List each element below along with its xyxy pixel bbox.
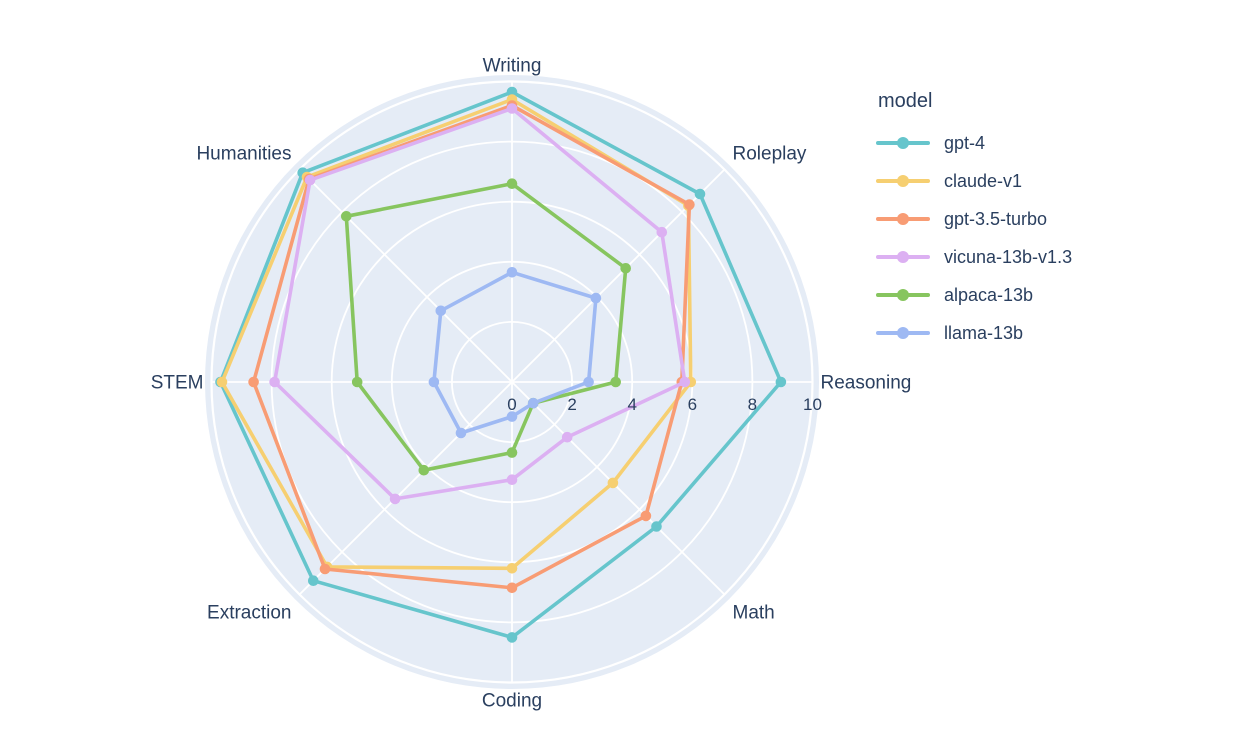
- data-point-gpt-4-writing: [506, 86, 518, 98]
- category-label-humanities: Humanities: [196, 144, 291, 165]
- data-point-claude-v1-stem: [216, 376, 228, 388]
- data-point-gpt-3-5-turbo-coding: [506, 582, 518, 594]
- radial-tick-label-8: 8: [748, 395, 757, 414]
- data-point-vicuna-13b-v1-3-roleplay: [656, 226, 668, 238]
- radial-tick-label-10: 10: [803, 395, 822, 414]
- legend-swatch-icon: [876, 289, 930, 301]
- data-point-gpt-4-math: [651, 521, 662, 532]
- data-point-llama-13b-coding: [506, 411, 518, 422]
- data-point-vicuna-13b-v1-3-coding: [506, 474, 518, 486]
- data-point-alpaca-13b-humanities: [341, 211, 352, 222]
- legend-item-alpaca-13b[interactable]: alpaca-13b: [876, 276, 1072, 314]
- data-point-alpaca-13b-extraction: [418, 464, 430, 476]
- data-point-gpt-4-roleplay: [694, 188, 706, 200]
- legend-dot-icon: [897, 327, 909, 339]
- data-point-gpt-3-5-turbo-stem: [248, 376, 259, 388]
- data-point-gpt-4-coding: [506, 632, 518, 643]
- legend-swatch-icon: [876, 251, 930, 263]
- data-point-llama-13b-writing: [506, 267, 518, 278]
- legend: model gpt-4 claude-v1 gpt-3.5-turbo vicuna-…: [876, 90, 1072, 352]
- legend-item-label: gpt-3.5-turbo: [944, 208, 1048, 229]
- axis-spoke-humanities: [298, 168, 513, 383]
- legend-items: gpt-4 claude-v1 gpt-3.5-turbo vicuna-13b-v1…: [876, 124, 1072, 352]
- data-point-llama-13b-roleplay: [590, 292, 602, 304]
- data-point-vicuna-13b-v1-3-humanities: [304, 174, 316, 186]
- legend-title: model: [878, 90, 933, 112]
- radial-tick-label-0: 0: [507, 395, 516, 414]
- legend-dot-icon: [897, 289, 909, 301]
- data-point-alpaca-13b-coding: [506, 447, 518, 458]
- data-point-llama-13b-humanities: [435, 305, 447, 317]
- legend-dot-icon: [897, 213, 909, 225]
- radial-tick-label-6: 6: [688, 395, 697, 414]
- legend-item-label: claude-v1: [944, 170, 1023, 191]
- data-point-llama-13b-extraction: [455, 427, 467, 439]
- data-point-gpt-3-5-turbo-roleplay: [684, 199, 695, 210]
- data-point-alpaca-13b-reasoning: [610, 376, 621, 388]
- data-point-llama-13b-math: [527, 397, 539, 409]
- data-point-claude-v1-coding: [506, 563, 518, 574]
- axis-spoke-extraction: [298, 381, 513, 596]
- data-point-alpaca-13b-stem: [351, 376, 363, 388]
- legend-item-llama-13b[interactable]: llama-13b: [876, 314, 1072, 352]
- data-point-llama-13b-reasoning: [583, 376, 594, 388]
- legend-item-gpt-4[interactable]: gpt-4: [876, 124, 1072, 162]
- legend-dot-icon: [897, 175, 909, 187]
- legend-item-label: vicuna-13b-v1.3: [944, 246, 1073, 267]
- data-point-alpaca-13b-roleplay: [620, 263, 631, 274]
- data-point-vicuna-13b-v1-3-math: [561, 431, 573, 443]
- legend-dot-icon: [897, 251, 909, 263]
- legend-swatch-icon: [876, 213, 930, 225]
- category-label-roleplay: Roleplay: [733, 144, 807, 165]
- data-point-alpaca-13b-writing: [506, 178, 518, 189]
- category-label-extraction: Extraction: [207, 603, 291, 624]
- data-point-gpt-3-5-turbo-extraction: [319, 563, 331, 575]
- legend-swatch-icon: [876, 175, 930, 187]
- data-point-llama-13b-stem: [428, 376, 440, 388]
- category-label-coding: Coding: [482, 691, 542, 712]
- legend-item-label: llama-13b: [944, 322, 1024, 343]
- category-label-math: Math: [733, 603, 775, 624]
- legend-dot-icon: [897, 137, 909, 149]
- legend-item-label: alpaca-13b: [944, 284, 1034, 305]
- data-point-gpt-3-5-turbo-math: [640, 510, 652, 522]
- data-point-vicuna-13b-v1-3-extraction: [389, 493, 401, 505]
- category-label-reasoning: Reasoning: [821, 373, 912, 394]
- data-point-vicuna-13b-v1-3-reasoning: [679, 376, 691, 388]
- category-label-writing: Writing: [483, 56, 542, 77]
- data-point-gpt-4-extraction: [308, 575, 319, 586]
- radial-tick-label-4: 4: [627, 395, 636, 414]
- axis-spoke-math: [511, 381, 726, 596]
- legend-item-gpt-3-5-turbo[interactable]: gpt-3.5-turbo: [876, 200, 1072, 238]
- legend-item-claude-v1[interactable]: claude-v1: [876, 162, 1072, 200]
- radial-tick-label-2: 2: [567, 395, 576, 414]
- data-point-claude-v1-math: [607, 477, 619, 489]
- data-point-vicuna-13b-v1-3-stem: [269, 376, 280, 388]
- data-point-gpt-4-reasoning: [775, 376, 787, 388]
- legend-item-vicuna-13b-v1-3[interactable]: vicuna-13b-v1.3: [876, 238, 1072, 276]
- category-label-stem: STEM: [151, 373, 204, 394]
- data-point-vicuna-13b-v1-3-writing: [506, 103, 518, 114]
- legend-item-label: gpt-4: [944, 132, 986, 153]
- legend-swatch-icon: [876, 137, 930, 149]
- legend-swatch-icon: [876, 327, 930, 339]
